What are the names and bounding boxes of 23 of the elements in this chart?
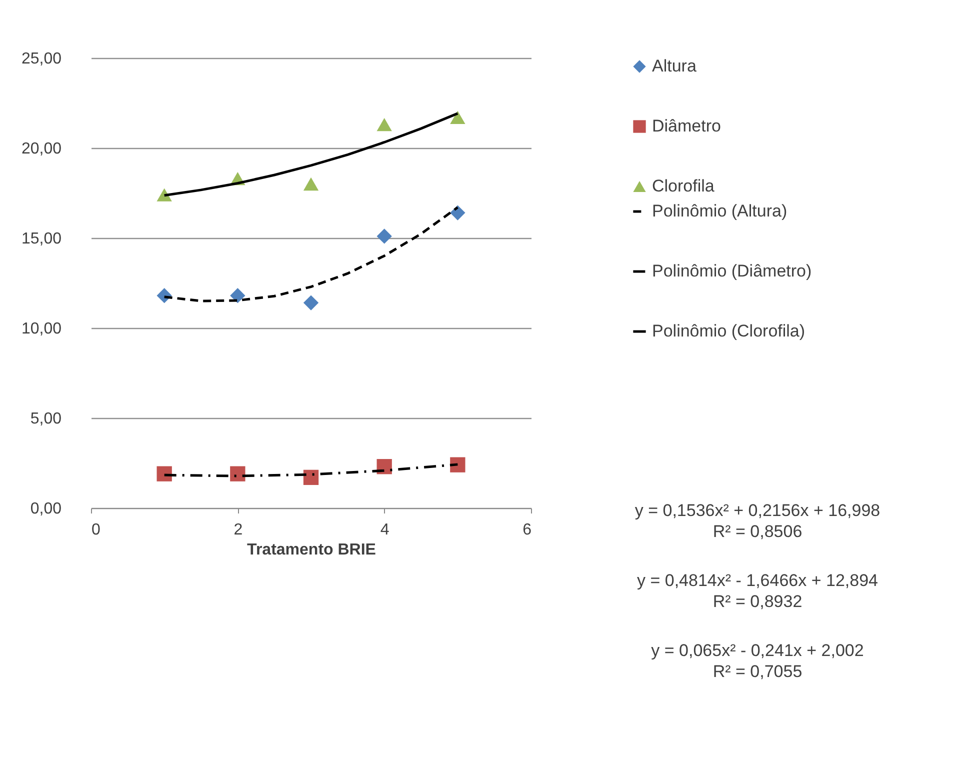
y-tick-label: 20,00	[21, 140, 62, 158]
legend-label: Polinômio (Diâmetro)	[652, 262, 812, 280]
text: R² = 0,7055	[712, 661, 804, 682]
y-tick-label: 5,00	[30, 410, 62, 428]
x-axis-title: Tratamento BRIE	[247, 542, 376, 558]
x-tick-label: 2	[234, 522, 243, 538]
y-tick-label: 25,00	[21, 50, 62, 68]
legend-label: Altura	[652, 56, 697, 76]
y-tick-label: 10,00	[21, 320, 62, 338]
x-tick-label: 0	[92, 522, 100, 538]
text: R² = 0,8506	[712, 521, 804, 542]
text: y = 0,4814x² - 1,6466x + 12,894	[636, 570, 879, 591]
legend-label: Polinômio (Altura)	[652, 202, 788, 220]
text: y = 0,1536x² + 0,2156x + 16,998	[634, 500, 882, 521]
text: y = 0,065x² - 0,241x + 2,002	[650, 640, 865, 661]
y-tick-label: 0,00	[30, 500, 62, 518]
x-tick-label: 6	[522, 522, 532, 538]
legend-label: Polinômio (Clorofila)	[652, 322, 806, 340]
legend-label: Diâmetro	[652, 116, 721, 136]
text: R² = 0,8932	[712, 591, 804, 612]
x-tick-label: 4	[380, 522, 390, 538]
y-tick-label: 15,00	[21, 230, 62, 248]
legend-label: Clorofila	[652, 176, 715, 196]
